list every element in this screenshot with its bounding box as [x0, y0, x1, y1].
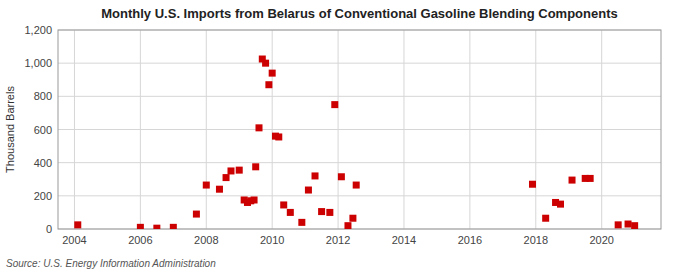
- point: [265, 81, 272, 88]
- point: [305, 187, 312, 194]
- point: [326, 209, 333, 216]
- grid-line: [58, 63, 661, 64]
- axes: 0 200 400 600 800 1,000 1,200 2004 2006 2008 2010 2…: [24, 24, 661, 246]
- point: [269, 70, 276, 77]
- point: [227, 167, 234, 174]
- point: [262, 60, 269, 67]
- x-tick-label: 2010: [260, 234, 284, 246]
- grid-line: [58, 162, 661, 163]
- point: [137, 224, 144, 229]
- point: [251, 196, 258, 203]
- annotation: Source: U.S. Energy Information Administ…: [6, 258, 216, 269]
- x-tick-label: 2006: [128, 234, 152, 246]
- y-axis-label: Thousand Barrels: [4, 86, 16, 173]
- y-tick-label: 600: [34, 124, 52, 136]
- points: [74, 56, 638, 229]
- point: [312, 172, 319, 179]
- grid-line: [58, 129, 661, 130]
- grid-line: [58, 195, 661, 196]
- y-tick-label: 0: [46, 223, 52, 235]
- grid-line: [601, 30, 602, 229]
- point: [349, 215, 356, 222]
- point: [318, 208, 325, 215]
- point: [74, 221, 81, 228]
- point: [287, 209, 294, 216]
- grid-line: [403, 30, 404, 229]
- x-tick-label: 2020: [589, 234, 613, 246]
- grid-line: [74, 30, 75, 229]
- point: [280, 201, 287, 208]
- point: [338, 173, 345, 180]
- point: [236, 167, 243, 174]
- x-tick-label: 2012: [326, 234, 350, 246]
- point: [631, 222, 638, 229]
- plot-frame: [58, 30, 661, 229]
- grid: [58, 30, 661, 229]
- grid-line: [469, 30, 470, 229]
- point: [557, 201, 564, 208]
- point: [170, 224, 177, 229]
- point: [252, 163, 259, 170]
- y-tick-label: 800: [34, 90, 52, 102]
- point: [256, 124, 263, 131]
- point: [542, 215, 549, 222]
- grid-line: [272, 30, 273, 229]
- point: [153, 225, 160, 229]
- x-tick-label: 2004: [62, 234, 86, 246]
- point: [216, 186, 223, 193]
- point: [331, 101, 338, 108]
- point: [223, 174, 230, 181]
- point: [203, 182, 210, 189]
- x-tick-label: 2014: [392, 234, 416, 246]
- chart: Monthly U.S. Imports from Belarus of Con…: [0, 0, 675, 275]
- y-tick-label: 1,000: [24, 57, 52, 69]
- y-tick-label: 200: [34, 190, 52, 202]
- point: [344, 222, 351, 229]
- grid-line: [58, 96, 661, 97]
- x-tick-label: 2018: [524, 234, 548, 246]
- point: [353, 182, 360, 189]
- y-tick-label: 1,200: [24, 24, 52, 36]
- point: [587, 175, 594, 182]
- point: [615, 221, 622, 228]
- grid-line: [338, 30, 339, 229]
- point: [569, 177, 576, 184]
- point: [275, 133, 282, 140]
- point: [529, 181, 536, 188]
- grid-line: [535, 30, 536, 229]
- x-tick-label: 2008: [194, 234, 218, 246]
- point: [193, 211, 200, 218]
- title: Monthly U.S. Imports from Belarus of Con…: [101, 6, 617, 21]
- grid-line: [140, 30, 141, 229]
- y-tick-label: 400: [34, 157, 52, 169]
- x-tick-label: 2016: [458, 234, 482, 246]
- point: [298, 219, 305, 226]
- point: [625, 221, 632, 228]
- grid-line: [206, 30, 207, 229]
